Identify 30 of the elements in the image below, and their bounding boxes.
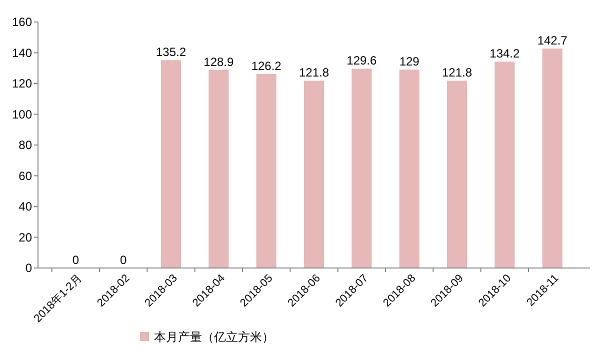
data-label: 0 bbox=[72, 253, 80, 267]
y-tick-label: 160 bbox=[12, 15, 32, 30]
data-label: 134.2 bbox=[490, 46, 520, 61]
bar bbox=[160, 60, 182, 268]
data-label: 0 bbox=[120, 253, 127, 267]
y-tick-label: 40 bbox=[18, 200, 32, 214]
data-label: 128.9 bbox=[204, 54, 234, 69]
legend-label: 本月产量（亿立方米） bbox=[154, 330, 274, 344]
data-label: 126.2 bbox=[251, 58, 282, 73]
bar bbox=[304, 80, 324, 268]
data-label: 129 bbox=[399, 54, 420, 69]
bar bbox=[352, 68, 372, 268]
y-tick-label: 20 bbox=[18, 230, 32, 244]
data-label: 142.7 bbox=[537, 34, 568, 48]
data-label: 121.8 bbox=[442, 66, 472, 80]
data-label: 121.8 bbox=[298, 66, 330, 80]
data-label: 135.2 bbox=[156, 45, 186, 60]
y-tick-label: 120 bbox=[12, 76, 32, 91]
y-tick-label: 80 bbox=[18, 138, 32, 152]
bar bbox=[446, 80, 468, 268]
data-label: 129.6 bbox=[346, 54, 378, 68]
y-tick-label: 60 bbox=[18, 168, 32, 183]
y-tick-label: 0 bbox=[25, 261, 32, 276]
bar bbox=[256, 74, 276, 268]
bar bbox=[494, 62, 515, 268]
y-tick-label: 100 bbox=[12, 107, 32, 122]
bar bbox=[399, 70, 420, 268]
bar bbox=[208, 70, 229, 268]
bar bbox=[542, 48, 562, 268]
y-tick-label: 140 bbox=[12, 46, 32, 60]
